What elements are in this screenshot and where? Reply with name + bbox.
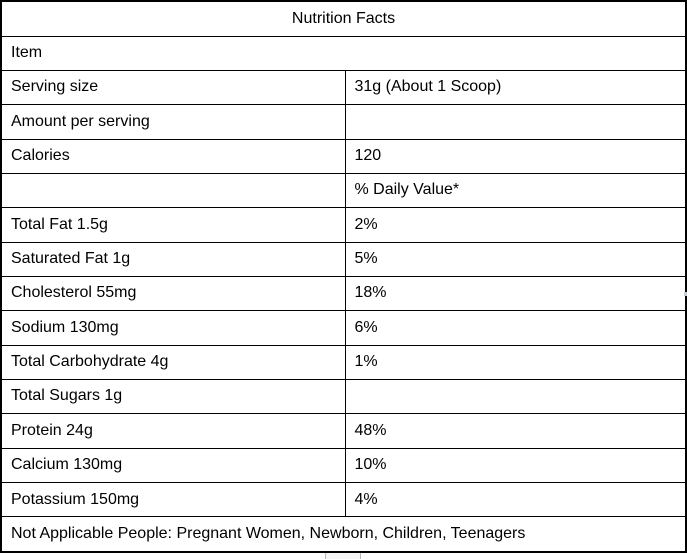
table-row: % Daily Value* <box>0 172 687 209</box>
cholesterol-label: Cholesterol 55mg <box>0 275 346 312</box>
amount-per-serving-label: Amount per serving <box>0 104 346 140</box>
calories-label: Calories <box>0 138 346 174</box>
table-row: Nutrition Facts <box>0 0 687 37</box>
potassium-value: 4% <box>344 482 687 518</box>
serving-size-label: Serving size <box>0 69 346 106</box>
calories-value: 120 <box>344 138 687 174</box>
daily-value-header-empty-cell <box>0 172 346 209</box>
saturated-fat-value: 5% <box>344 241 687 277</box>
table-row: Protein 24g 48% <box>0 413 687 449</box>
serving-size-value: 31g (About 1 Scoop) <box>344 69 687 106</box>
clipped-element-below-table <box>325 553 361 559</box>
calcium-value: 10% <box>344 447 687 484</box>
protein-label: Protein 24g <box>0 413 346 449</box>
cholesterol-value: 18% <box>344 275 687 312</box>
sodium-label: Sodium 130mg <box>0 310 346 346</box>
table-row: Sodium 130mg 6% <box>0 310 687 346</box>
table-row: Total Sugars 1g <box>0 379 687 415</box>
sodium-value: 6% <box>344 310 687 346</box>
daily-value-header: % Daily Value* <box>344 172 687 209</box>
table-row: Potassium 150mg 4% <box>0 482 687 518</box>
amount-per-serving-value <box>344 104 687 140</box>
calcium-label: Calcium 130mg <box>0 447 346 484</box>
table-row: Amount per serving <box>0 104 687 140</box>
table-title: Nutrition Facts <box>0 0 687 37</box>
table-row: Cholesterol 55mg 18% <box>0 275 687 312</box>
table-row: Total Carbohydrate 4g 1% <box>0 344 687 381</box>
total-carbohydrate-value: 1% <box>344 344 687 381</box>
table-row: Serving size 31g (About 1 Scoop) <box>0 69 687 106</box>
potassium-label: Potassium 150mg <box>0 482 346 518</box>
total-sugars-value <box>344 379 687 415</box>
table-row: Item <box>0 35 687 71</box>
table-row: Not Applicable People: Pregnant Women, N… <box>0 516 687 553</box>
saturated-fat-label: Saturated Fat 1g <box>0 241 346 277</box>
protein-value: 48% <box>344 413 687 449</box>
table-row: Total Fat 1.5g 2% <box>0 207 687 243</box>
item-label: Item <box>0 35 687 71</box>
table-row: Calories 120 <box>0 138 687 174</box>
total-sugars-label: Total Sugars 1g <box>0 379 346 415</box>
total-carbohydrate-label: Total Carbohydrate 4g <box>0 344 346 381</box>
not-applicable-people-note: Not Applicable People: Pregnant Women, N… <box>0 516 687 553</box>
total-fat-label: Total Fat 1.5g <box>0 207 346 243</box>
table-row: Calcium 130mg 10% <box>0 447 687 484</box>
table-row: Saturated Fat 1g 5% <box>0 241 687 277</box>
total-fat-value: 2% <box>344 207 687 243</box>
right-edge-artifact <box>684 292 687 296</box>
